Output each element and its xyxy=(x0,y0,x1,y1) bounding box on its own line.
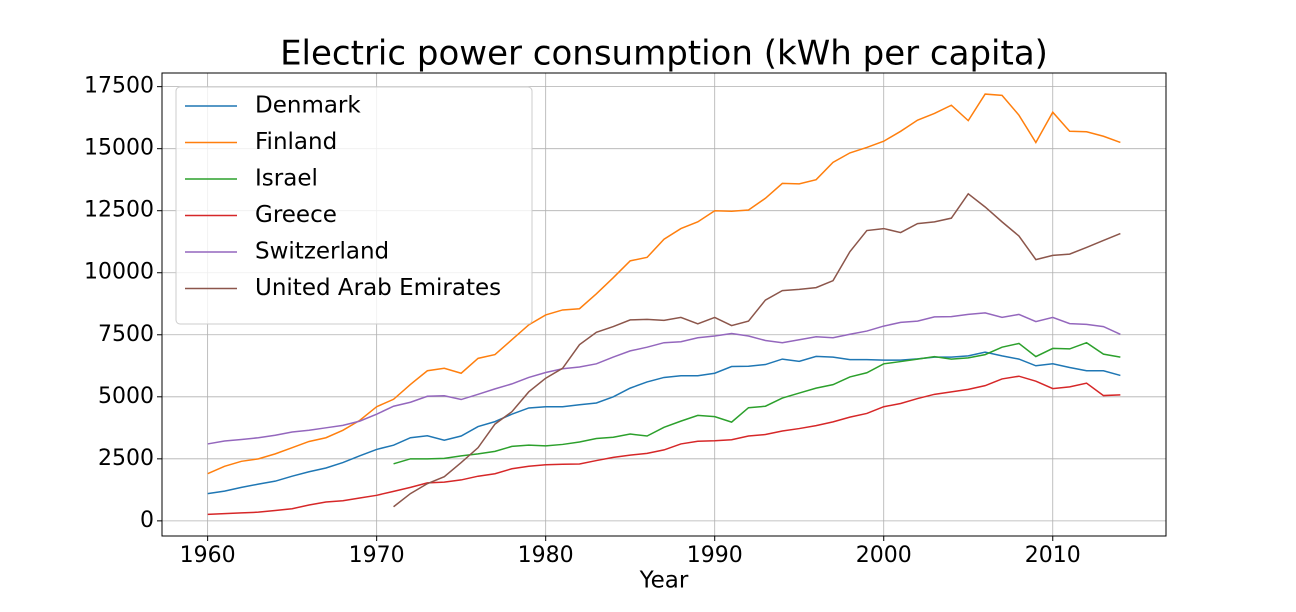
x-tick-label: 1990 xyxy=(687,543,743,568)
legend-label: Switzerland xyxy=(255,239,389,265)
chart-title: Electric power consumption (kWh per capi… xyxy=(280,34,1048,74)
legend-label: United Arab Emirates xyxy=(255,275,501,301)
x-tick-label: 1970 xyxy=(349,543,405,568)
series-line xyxy=(393,341,1121,465)
x-tick-label: 2010 xyxy=(1025,543,1081,568)
y-tick-label: 5000 xyxy=(98,384,154,409)
legend-label: Finland xyxy=(255,129,337,155)
y-tick-label: 15000 xyxy=(84,136,154,161)
x-tick-label: 1960 xyxy=(180,543,236,568)
series-line xyxy=(207,351,1121,495)
y-tick-label: 2500 xyxy=(98,446,154,471)
y-tick-label: 12500 xyxy=(84,198,154,223)
legend-label: Denmark xyxy=(255,93,361,119)
legend-label: Israel xyxy=(255,166,318,192)
y-tick-label: 7500 xyxy=(98,322,154,347)
y-tick-label: 10000 xyxy=(84,260,154,285)
legend-label: Greece xyxy=(255,202,337,228)
y-tick-label: 0 xyxy=(140,508,154,533)
legend-box xyxy=(175,86,533,325)
legend: Denmark Finland Israel Greece Switzerland Uni… xyxy=(175,86,533,325)
series-line xyxy=(207,312,1121,445)
x-tick-label: 2000 xyxy=(856,543,912,568)
plot-frame xyxy=(161,72,1167,537)
y-tick-label: 17500 xyxy=(84,74,154,99)
x-axis-label: Year xyxy=(639,568,689,594)
series-line xyxy=(207,375,1121,516)
series-line xyxy=(393,192,1121,508)
x-tick-label: 1980 xyxy=(518,543,574,568)
